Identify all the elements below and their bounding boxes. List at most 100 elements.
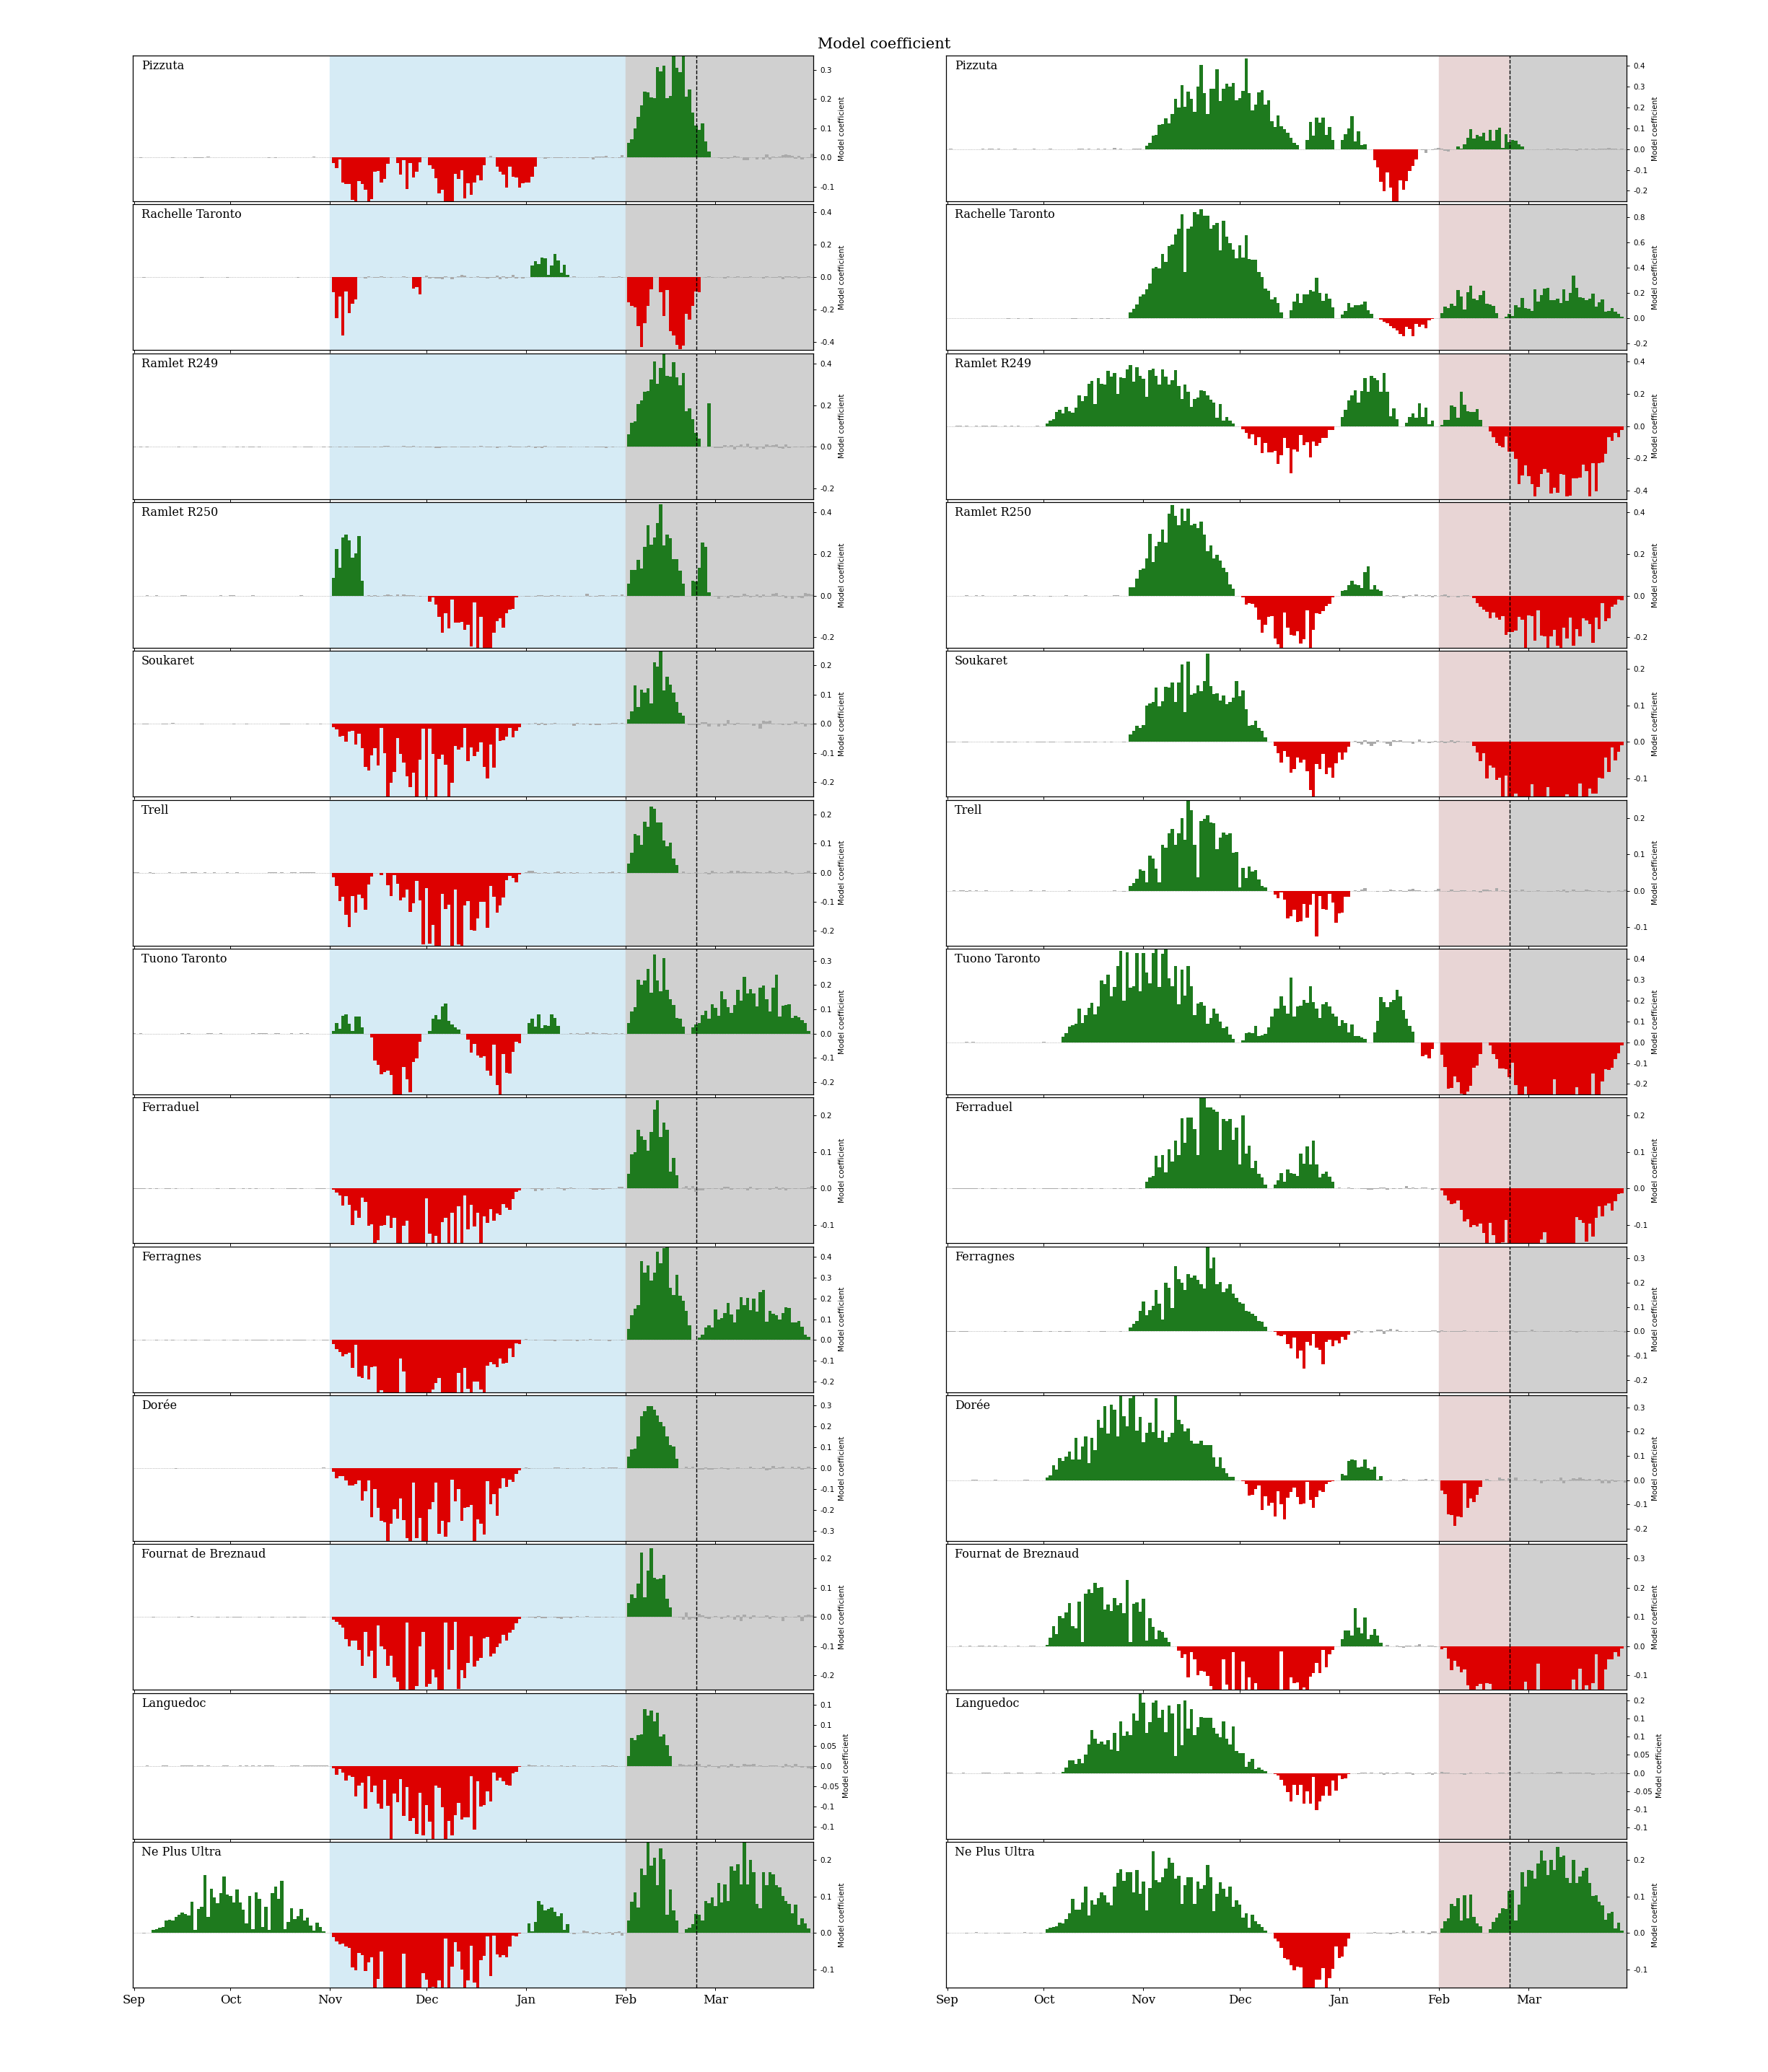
Bar	[271, 1894, 274, 1933]
Bar	[1496, 427, 1497, 443]
Bar	[385, 1034, 389, 1071]
Bar	[1202, 1289, 1206, 1332]
Bar	[385, 723, 389, 800]
Bar	[1181, 1904, 1183, 1933]
Bar	[506, 1341, 507, 1363]
Bar	[1328, 298, 1331, 319]
Bar	[440, 1765, 444, 1807]
Bar	[633, 1307, 636, 1341]
Bar	[1234, 1297, 1238, 1332]
Bar	[1197, 1645, 1199, 1674]
Y-axis label: Model coefficient: Model coefficient	[838, 841, 845, 905]
Bar	[373, 1765, 377, 1786]
Bar	[408, 1034, 412, 1092]
Bar	[1132, 1604, 1135, 1645]
Bar	[1473, 298, 1476, 319]
Bar	[1600, 1189, 1604, 1216]
Bar	[1199, 1645, 1202, 1672]
Bar	[518, 1341, 522, 1345]
Bar	[377, 1616, 380, 1627]
Bar	[1508, 742, 1512, 810]
Bar	[385, 1189, 389, 1216]
Bar	[1598, 1645, 1600, 1691]
Bar	[1158, 385, 1162, 427]
Y-axis label: Model coefficient: Model coefficient	[1651, 394, 1658, 458]
Bar	[1552, 597, 1556, 630]
Bar	[210, 1888, 212, 1933]
Bar	[1130, 1736, 1132, 1774]
Bar	[1155, 937, 1158, 1042]
Bar	[1071, 1900, 1075, 1933]
Bar	[447, 1933, 451, 1993]
Bar	[370, 1034, 373, 1038]
Bar	[348, 872, 350, 926]
Bar	[785, 1307, 787, 1341]
Bar	[1130, 1328, 1132, 1332]
Bar	[1505, 597, 1508, 636]
Bar	[1216, 224, 1218, 319]
Bar	[514, 1765, 518, 1772]
Bar	[474, 1765, 476, 1830]
Bar	[1559, 742, 1563, 800]
Bar	[1390, 1328, 1391, 1332]
Bar	[1123, 1736, 1126, 1774]
Bar	[1565, 1645, 1568, 1699]
Bar	[396, 1616, 400, 1682]
Bar	[1261, 1645, 1264, 1689]
Bar	[1190, 1645, 1193, 1651]
Bar	[1623, 1479, 1627, 1481]
Text: Fournat de Breznaud: Fournat de Breznaud	[955, 1548, 1078, 1560]
Bar	[219, 1894, 223, 1933]
Bar	[1135, 1720, 1139, 1774]
Y-axis label: Model coefficient: Model coefficient	[838, 95, 845, 160]
Bar	[750, 1310, 751, 1341]
Bar	[1469, 1189, 1473, 1227]
Bar	[467, 597, 470, 624]
Bar	[1312, 891, 1315, 893]
Bar	[1528, 427, 1531, 477]
Bar	[1315, 1164, 1319, 1189]
Bar	[1328, 427, 1331, 429]
Bar	[341, 537, 345, 597]
Bar	[1552, 1042, 1556, 1080]
Bar	[1450, 406, 1453, 427]
Bar	[640, 278, 644, 346]
Bar	[672, 1158, 675, 1189]
Bar	[723, 1883, 727, 1933]
Bar	[444, 1189, 447, 1218]
Bar	[1547, 1645, 1549, 1726]
Bar	[1374, 1467, 1376, 1479]
Bar	[1462, 1042, 1466, 1106]
Bar	[1177, 1278, 1181, 1332]
Bar	[495, 1341, 499, 1368]
Y-axis label: Model coefficient: Model coefficient	[838, 692, 845, 756]
Bar	[1595, 742, 1598, 794]
Bar	[1510, 56, 1628, 201]
Bar	[672, 278, 675, 336]
Bar	[679, 385, 682, 448]
Bar	[1167, 1859, 1170, 1933]
Bar	[1582, 597, 1584, 617]
Bar	[1213, 402, 1216, 427]
Bar	[438, 1341, 440, 1378]
Bar	[1126, 1873, 1130, 1933]
Bar	[373, 157, 377, 172]
Bar	[626, 1842, 815, 1987]
Bar	[1308, 742, 1312, 789]
Bar	[1575, 427, 1579, 479]
Bar	[1280, 997, 1284, 1042]
Bar	[447, 723, 451, 814]
Bar	[350, 157, 354, 199]
Bar	[1264, 1034, 1268, 1042]
Bar	[389, 872, 392, 897]
Bar	[1163, 1869, 1167, 1933]
Bar	[1094, 1738, 1096, 1774]
Bar	[656, 1886, 659, 1933]
Bar	[1206, 1109, 1209, 1189]
Bar	[1531, 311, 1533, 319]
Bar	[1163, 1173, 1167, 1189]
Bar	[1517, 427, 1520, 483]
Bar	[392, 1034, 396, 1109]
Bar	[1222, 696, 1225, 742]
Bar	[392, 1341, 396, 1401]
